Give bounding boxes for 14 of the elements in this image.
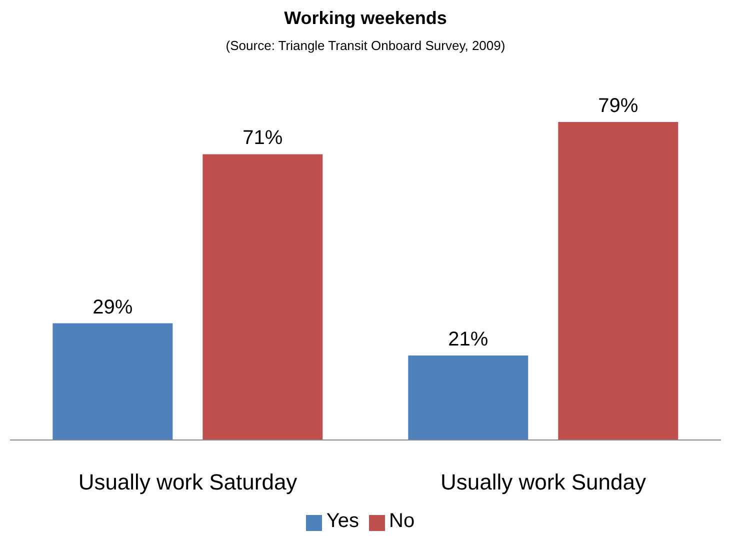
data-label: 21% xyxy=(448,328,488,350)
chart-subtitle: (Source: Triangle Transit Onboard Survey, 2009) xyxy=(224,38,506,53)
data-label: 79% xyxy=(598,95,638,117)
legend-label: No xyxy=(389,510,415,532)
bar xyxy=(408,355,528,440)
bar xyxy=(52,323,173,440)
chart-title: Working weekends xyxy=(283,8,448,29)
data-label: 71% xyxy=(242,127,283,150)
x-tick-label: Usually work Saturday xyxy=(78,470,298,495)
data-label: 29% xyxy=(92,296,133,318)
bar xyxy=(202,154,323,440)
bar xyxy=(558,122,678,440)
x-tick-label: Usually work Sunday xyxy=(440,470,646,495)
legend-label: Yes xyxy=(326,510,360,532)
